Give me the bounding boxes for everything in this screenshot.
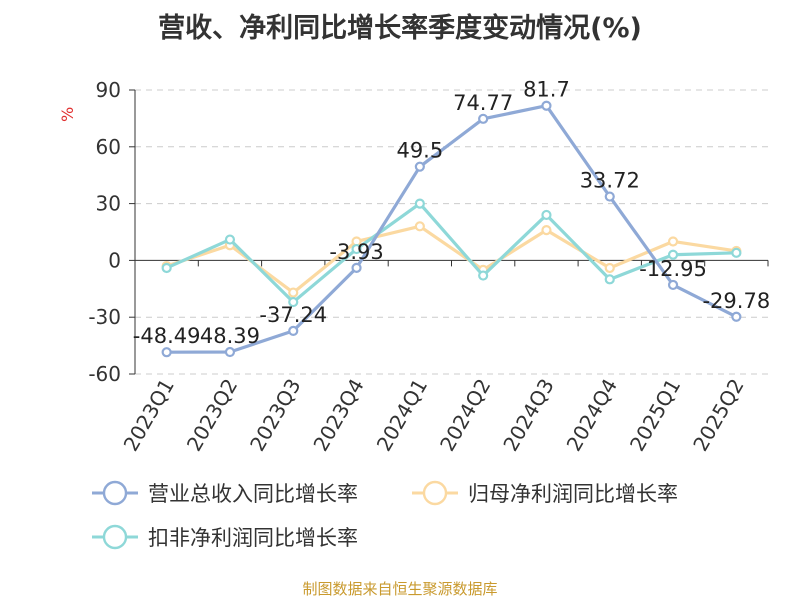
chart-title: 营收、净利同比增长率季度变动情况(%) [158,13,642,44]
data-point[interactable] [351,262,362,273]
data-point[interactable] [288,287,299,298]
y-tick-labels: -60 -30 0 30 60 90 [88,78,121,386]
data-label: -12.95 [639,257,707,281]
data-point[interactable] [288,325,299,337]
legend-label: 归母净利润同比增长率 [468,482,678,506]
data-label: 81.7 [523,78,570,102]
x-tick-label: 2023Q2 [182,375,242,456]
data-point[interactable] [351,243,362,255]
data-point[interactable] [161,262,172,274]
data-label: 48.39 [200,324,260,348]
y-tick-label: -30 [88,305,121,329]
legend-item[interactable]: 归母净利润同比增长率 [412,480,678,506]
y-tick-label: 60 [96,135,121,159]
y-tick-label: 0 [108,248,121,272]
data-point[interactable] [604,274,615,285]
data-point[interactable] [161,347,172,358]
legend-marker [102,480,128,506]
data-point[interactable] [414,198,425,209]
data-point[interactable] [667,236,679,247]
data-label: 74.77 [453,91,513,115]
data-point[interactable] [731,247,742,258]
legend-marker [102,524,128,550]
x-tick-label: 2024Q3 [498,375,558,456]
x-tick-label: 2024Q1 [372,375,432,456]
data-point[interactable] [224,234,236,245]
data-label: -3.93 [329,240,383,264]
x-tick-label: 2025Q2 [688,375,748,456]
data-point[interactable] [667,279,679,291]
data-point[interactable] [731,311,742,322]
data-point[interactable] [541,225,552,236]
data-source-note: 制图数据来自恒生聚源数据库 [302,580,498,598]
y-tick-label: 90 [96,78,121,102]
series-line [165,202,737,304]
x-tick-label: 2023Q4 [308,375,368,456]
data-point[interactable] [667,249,679,260]
legend-item[interactable]: 营业总收入同比增长率 [92,480,358,506]
legend-item[interactable]: 扣非净利润同比增长率 [92,524,358,550]
data-point[interactable] [604,262,615,274]
x-tick-label: 2025Q1 [625,375,685,456]
data-point[interactable] [414,161,425,172]
data-point[interactable] [414,221,425,232]
data-point[interactable] [478,113,489,124]
data-point[interactable] [288,296,299,308]
x-tick-label: 2024Q4 [562,375,622,456]
data-point[interactable] [224,346,236,358]
x-tick-label: 2024Q2 [435,375,495,456]
data-point[interactable] [604,191,615,202]
data-label: 33.72 [580,169,640,193]
x-tick-labels: 2023Q1 2023Q2 2023Q3 2023Q4 2024Q1 2024Q2 2024… [119,375,749,456]
legend-label: 扣非净利润同比增长率 [148,526,358,550]
data-point[interactable] [478,270,489,281]
data-label: -37.24 [259,303,327,327]
y-tick-label: 30 [96,192,121,216]
legend-label: 营业总收入同比增长率 [148,482,358,506]
series-lines [161,100,742,358]
y-tick-label: -60 [88,362,121,386]
data-label: 49.5 [396,139,443,163]
data-label: -29.78 [702,289,770,313]
data-label: -48.49 [133,324,201,348]
series-line [166,104,738,354]
data-labels: -48.49 48.39-37.24 -3.93 49.5 74.77 81.7 33.72… [133,78,770,348]
data-point[interactable] [541,209,552,221]
data-point[interactable] [541,100,552,111]
x-tick-label: 2023Q3 [245,375,305,456]
legend-marker [422,480,448,506]
x-tick-label: 2023Q1 [119,375,179,456]
